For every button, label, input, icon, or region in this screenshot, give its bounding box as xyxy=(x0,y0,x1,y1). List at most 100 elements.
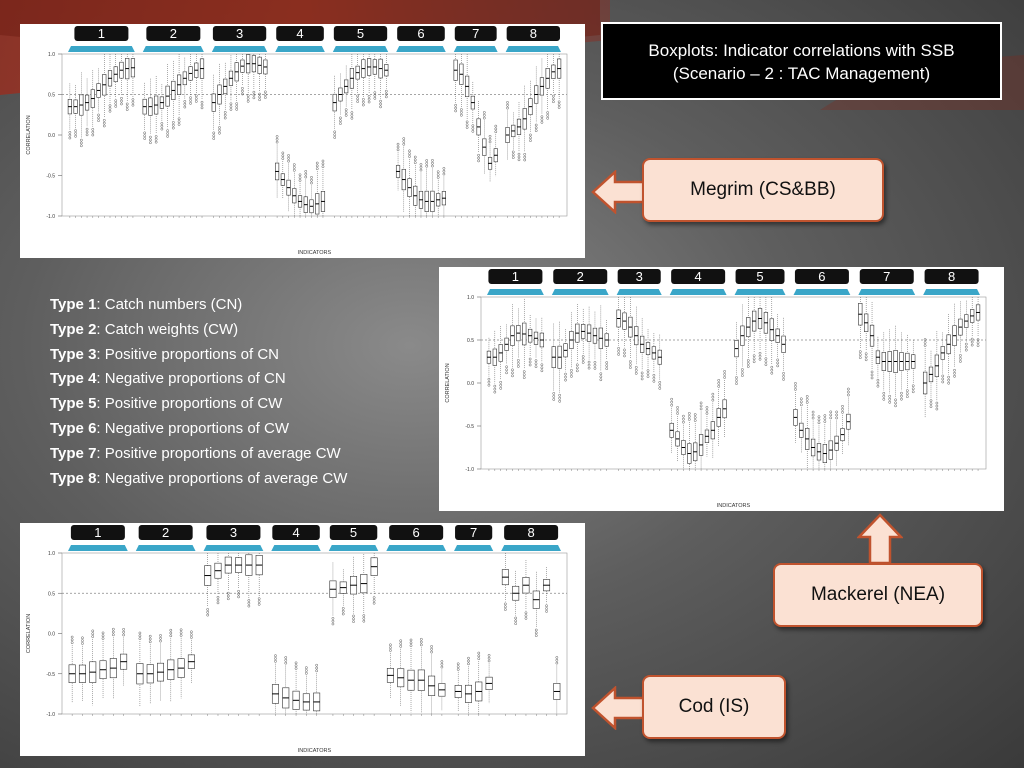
box-outlier xyxy=(764,357,768,360)
box-outlier xyxy=(587,366,591,370)
box-outlier xyxy=(131,103,135,107)
box-outlier xyxy=(385,92,388,96)
box-outlier xyxy=(888,397,891,401)
group-bracket xyxy=(453,46,498,52)
box-outlier xyxy=(741,368,744,371)
box-outlier xyxy=(101,631,105,635)
box-outlier xyxy=(216,601,220,605)
box-outlier xyxy=(252,93,256,97)
box-outlier xyxy=(557,103,561,106)
mackerel-callout: Mackerel (NEA) xyxy=(773,563,983,627)
box-outlier xyxy=(717,379,721,382)
box-outlier xyxy=(552,100,555,104)
box-outlier xyxy=(91,632,95,636)
box-outlier xyxy=(460,108,463,111)
box-outlier xyxy=(552,94,555,98)
box-outlier xyxy=(169,628,173,632)
box-outlier xyxy=(534,123,538,127)
group-header xyxy=(212,26,267,41)
type-legend-item: Type 7: Positive proportions of average … xyxy=(50,442,347,467)
box-outlier xyxy=(409,644,413,647)
box-outlier xyxy=(442,167,446,170)
group-header-label: 1 xyxy=(94,525,101,540)
box-outlier xyxy=(200,103,204,107)
box-outlier xyxy=(389,646,392,649)
box-outlier xyxy=(506,103,509,107)
box-outlier xyxy=(511,153,515,157)
box-outlier xyxy=(149,135,152,139)
box-outlier xyxy=(794,382,797,385)
box-outlier xyxy=(402,140,406,143)
group-header xyxy=(454,26,497,41)
box-outlier xyxy=(379,99,382,103)
box-outlier xyxy=(420,643,423,647)
indicator-type-legend: Type 1: Catch numbers (CN) Type 2: Catch… xyxy=(50,293,347,491)
box-outlier xyxy=(172,123,175,127)
group-bracket xyxy=(68,545,128,551)
type-label: Type 1 xyxy=(50,296,97,313)
box-outlier xyxy=(959,360,962,363)
box-outlier xyxy=(682,420,685,424)
group-header xyxy=(329,525,378,540)
box-outlier xyxy=(379,105,382,109)
y-tick-label: -1.0 xyxy=(465,467,474,473)
box-outlier xyxy=(114,99,118,102)
group-header-label: 3 xyxy=(230,525,237,540)
box-outlier xyxy=(264,96,267,99)
box-outlier xyxy=(605,361,609,364)
box-outlier xyxy=(593,361,597,364)
box-outlier xyxy=(413,161,417,165)
group-header xyxy=(333,26,388,41)
box-outlier xyxy=(257,597,261,600)
box-outlier xyxy=(517,365,520,368)
box-outlier xyxy=(688,418,691,421)
box-outlier xyxy=(858,356,862,359)
group-header xyxy=(671,269,726,284)
group-bracket xyxy=(505,46,561,52)
box-outlier xyxy=(333,136,337,139)
box-outlier xyxy=(131,101,135,104)
box-outlier xyxy=(523,153,527,156)
box-outlier xyxy=(179,634,183,637)
box-outlier xyxy=(315,164,319,168)
box-outlier xyxy=(352,620,355,623)
box-outlier xyxy=(534,628,538,632)
box-outlier xyxy=(70,638,74,642)
box-outlier xyxy=(523,158,527,162)
box-outlier xyxy=(676,412,679,415)
box-outlier xyxy=(258,92,261,96)
type-legend-item: Type 6: Negative proportions of CW xyxy=(50,417,347,442)
megrim-callout: Megrim (CS&BB) xyxy=(642,158,884,222)
box-outlier xyxy=(576,366,579,370)
group-bracket xyxy=(669,289,727,295)
group-bracket xyxy=(487,289,544,295)
box-outlier xyxy=(456,665,460,668)
y-tick-label: -1.0 xyxy=(46,214,55,220)
box-outlier xyxy=(593,367,597,370)
box-outlier xyxy=(154,135,158,138)
box-outlier xyxy=(511,150,515,154)
box-outlier xyxy=(331,622,335,626)
type-legend-item: Type 8: Negative proportions of average … xyxy=(50,467,347,492)
type-label: Type 2 xyxy=(50,320,97,338)
box-outlier xyxy=(339,122,342,125)
box-outlier xyxy=(640,377,644,381)
box-outlier xyxy=(811,416,815,420)
box-outlier xyxy=(546,114,549,117)
box-outlier xyxy=(344,108,348,111)
box-outlier xyxy=(494,130,498,134)
box-outlier xyxy=(711,398,715,402)
box-outlier xyxy=(189,99,192,102)
box-outlier xyxy=(413,158,417,162)
box-outlier xyxy=(599,372,603,376)
box-outlier xyxy=(534,634,538,637)
plot-frame xyxy=(61,53,568,217)
box-outlier xyxy=(333,130,337,134)
box-outlier xyxy=(247,601,251,605)
box-outlier xyxy=(408,149,411,153)
box-outlier xyxy=(298,176,302,179)
box-outlier xyxy=(599,375,603,379)
box-outlier xyxy=(782,378,785,381)
box-outlier xyxy=(517,158,521,162)
box-outlier xyxy=(552,395,556,398)
